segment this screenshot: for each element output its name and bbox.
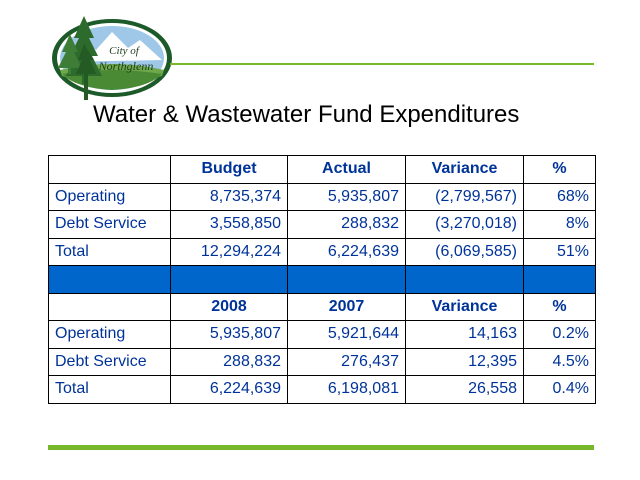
logo-text-line2: Northglenn [98, 59, 154, 73]
header-2007: 2007 [287, 292, 406, 321]
actual-cell: 288,832 [287, 210, 406, 239]
variance-cell: 12,395 [405, 347, 524, 376]
variance-cell: (2,799,567) [405, 182, 524, 211]
year-2007-cell: 276,437 [287, 347, 406, 376]
table-header-row: 2008 2007 Variance % [48, 292, 596, 321]
logo-text-line1: City of [109, 45, 141, 57]
divider-cell [405, 265, 524, 294]
year-2007-cell: 5,921,644 [287, 320, 406, 349]
percent-cell: 0.2% [523, 320, 596, 349]
budget-cell: 12,294,224 [170, 237, 288, 266]
top-accent-line [170, 63, 594, 65]
year-2008-cell: 5,935,807 [170, 320, 288, 349]
header-2008: 2008 [170, 292, 288, 321]
variance-cell: 14,163 [405, 320, 524, 349]
row-label: Debt Service [48, 210, 171, 239]
header-percent: % [523, 292, 596, 321]
header-variance: Variance [405, 155, 524, 184]
budget-cell: 8,735,374 [170, 182, 288, 211]
city-of-northglenn-logo-icon: City of Northglenn [52, 16, 172, 100]
header-cell [48, 155, 171, 184]
section-divider-row [48, 265, 596, 294]
table-row: Debt Service 3,558,850 288,832 (3,270,01… [48, 210, 596, 239]
year-2008-cell: 288,832 [170, 347, 288, 376]
header-variance: Variance [405, 292, 524, 321]
table-row: Operating 5,935,807 5,921,644 14,163 0.2… [48, 320, 596, 349]
percent-cell: 4.5% [523, 347, 596, 376]
page-title: Water & Wastewater Fund Expenditures [93, 101, 520, 128]
year-2008-cell: 6,224,639 [170, 375, 288, 404]
row-label: Operating [48, 182, 171, 211]
row-label: Debt Service [48, 347, 171, 376]
percent-cell: 68% [523, 182, 596, 211]
percent-cell: 51% [523, 237, 596, 266]
row-label: Total [48, 375, 171, 404]
year-2007-cell: 6,198,081 [287, 375, 406, 404]
header-cell [48, 292, 171, 321]
variance-cell: (3,270,018) [405, 210, 524, 239]
table-row: Total 12,294,224 6,224,639 (6,069,585) 5… [48, 237, 596, 266]
actual-cell: 6,224,639 [287, 237, 406, 266]
header-percent: % [523, 155, 596, 184]
header-budget: Budget [170, 155, 288, 184]
actual-cell: 5,935,807 [287, 182, 406, 211]
table-row: Operating 8,735,374 5,935,807 (2,799,567… [48, 182, 596, 211]
bottom-accent-line [48, 445, 594, 450]
city-logo: City of Northglenn [44, 14, 176, 106]
header-actual: Actual [287, 155, 406, 184]
budget-cell: 3,558,850 [170, 210, 288, 239]
table-row: Debt Service 288,832 276,437 12,395 4.5% [48, 347, 596, 376]
divider-cell [523, 265, 596, 294]
variance-cell: 26,558 [405, 375, 524, 404]
table-row: Total 6,224,639 6,198,081 26,558 0.4% [48, 375, 596, 404]
table-header-row: Budget Actual Variance % [48, 155, 596, 184]
variance-cell: (6,069,585) [405, 237, 524, 266]
row-label: Total [48, 237, 171, 266]
row-label: Operating [48, 320, 171, 349]
percent-cell: 8% [523, 210, 596, 239]
divider-cell [170, 265, 288, 294]
percent-cell: 0.4% [523, 375, 596, 404]
divider-cell [48, 265, 171, 294]
divider-cell [287, 265, 406, 294]
expenditures-table: Budget Actual Variance % Operating 8,735… [48, 155, 596, 404]
